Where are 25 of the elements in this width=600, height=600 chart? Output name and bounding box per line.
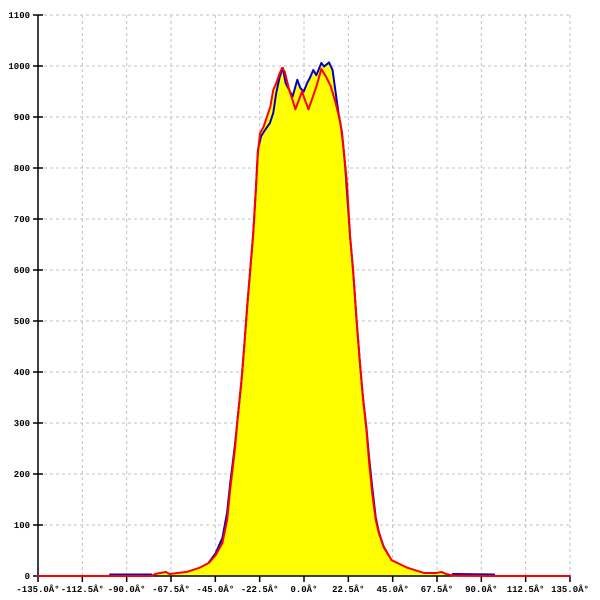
y-tick-label: 700 <box>14 215 30 226</box>
x-tick-label: -112.5Â° <box>60 584 104 595</box>
x-tick-label: 90.0Â° <box>465 584 498 595</box>
x-tick-label: -135.0Â° <box>16 584 60 595</box>
y-tick-label: 800 <box>14 164 30 174</box>
x-tick-label: -45.0Â° <box>196 584 234 595</box>
x-tick-label: 67.5Â° <box>420 584 454 595</box>
x-tick-label: -90.0Â° <box>108 584 146 595</box>
y-tick-label: 0 <box>24 572 30 582</box>
y-tick-label: 200 <box>14 470 30 480</box>
x-tick-label: 45.0Â° <box>376 584 409 595</box>
y-tick-label: 1000 <box>8 62 30 72</box>
y-tick-label: 500 <box>14 317 30 328</box>
y-tick-label: 300 <box>14 419 30 430</box>
x-tick-label: 0.0Â° <box>290 584 318 595</box>
x-tick-label: 135.0Â° <box>551 584 589 595</box>
y-tick-label: 900 <box>14 113 30 124</box>
x-tick-label: -67.5Â° <box>152 584 190 595</box>
y-tick-label: 600 <box>14 266 30 276</box>
x-tick-label: 112.5Â° <box>506 584 545 595</box>
y-tick-label: 400 <box>14 368 30 378</box>
y-tick-label: 100 <box>14 521 30 532</box>
y-tick-label: 1100 <box>8 11 30 22</box>
x-tick-label: -22.5Â° <box>240 584 279 595</box>
x-tick-label: 22.5Â° <box>332 584 365 595</box>
